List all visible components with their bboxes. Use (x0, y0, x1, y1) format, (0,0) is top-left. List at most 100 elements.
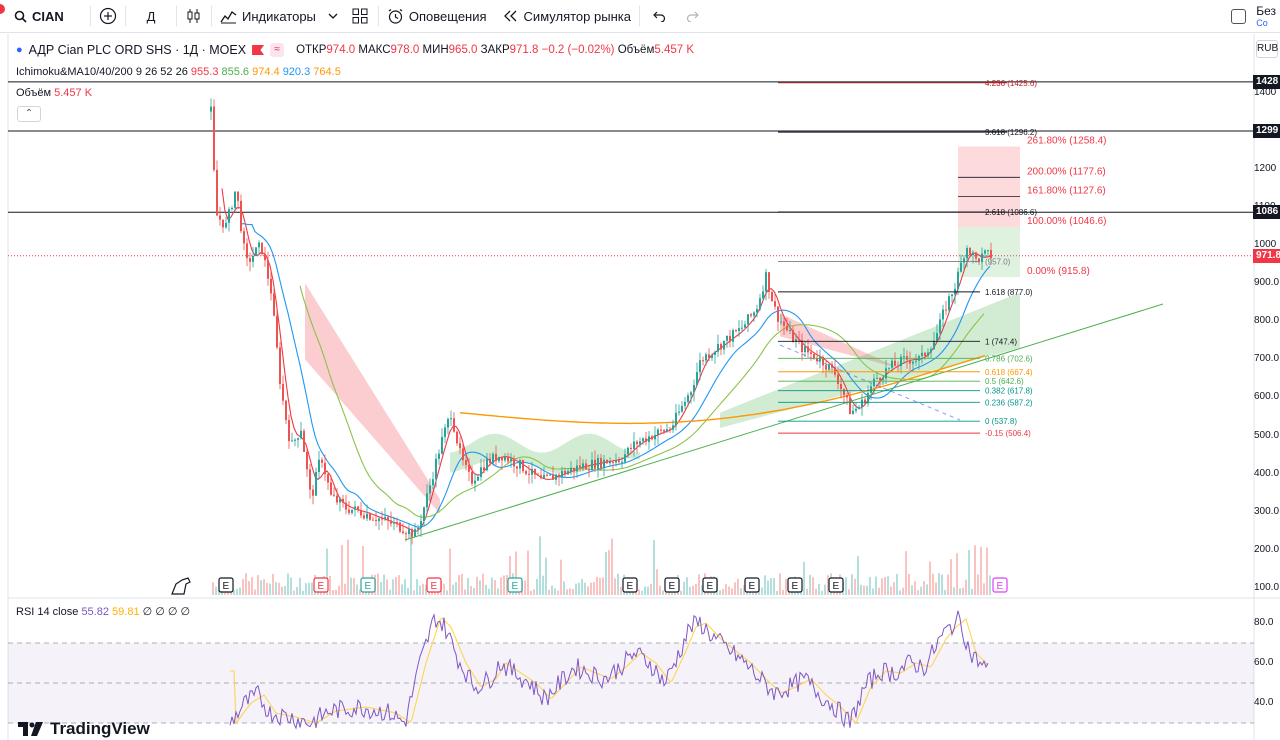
candle-body (351, 509, 353, 513)
candle-body (408, 529, 410, 535)
volume-bar (887, 576, 889, 595)
volume-bar (593, 582, 595, 595)
volume-bar (944, 589, 946, 595)
volume-bar (218, 589, 220, 595)
low-value: 965.0 (448, 44, 478, 56)
candle-body (321, 459, 323, 463)
open-label: ОТКР (296, 44, 327, 56)
volume-bar (962, 587, 964, 595)
price-tag[interactable]: 1299 (1253, 124, 1280, 139)
price-axis-label: 700.0 (1254, 353, 1279, 365)
unnamed-checkbox[interactable] (1231, 9, 1247, 24)
layout-name-label: Без (1256, 3, 1276, 18)
candle-body (429, 485, 431, 494)
interval-button[interactable]: Д (126, 0, 176, 32)
candle-body (435, 458, 437, 480)
volume-bar (971, 588, 973, 595)
volume-bar (239, 587, 241, 595)
volume-bar (425, 584, 427, 595)
candle-body (384, 517, 386, 519)
volume-bar (959, 588, 961, 595)
replay-button[interactable]: Симулятор рынка (495, 0, 639, 32)
candle-body (576, 465, 578, 472)
candle-body (753, 312, 755, 316)
price-tag[interactable]: 971.8 (1253, 248, 1280, 263)
volume-bar (416, 579, 418, 595)
candle-body (504, 456, 506, 461)
ichimoku-legend[interactable]: Ichimoku&MA10/40/200 9 26 52 26 955.3 85… (16, 66, 341, 78)
candle-body (339, 498, 341, 503)
price-tag[interactable]: 1086 (1253, 205, 1280, 220)
indicators-button[interactable]: Индикаторы (212, 0, 324, 32)
volume-bar (455, 582, 457, 595)
alerts-label: Оповещения (408, 8, 487, 24)
rsi-legend[interactable]: RSI 14 close 55.82 59.81 ∅ ∅ ∅ ∅ (16, 605, 190, 618)
symbol-search-button[interactable]: CIAN (0, 0, 90, 32)
rsi-axis-label: 60.0 (1254, 657, 1274, 668)
candle-body (639, 441, 641, 445)
indicators-icon (220, 9, 237, 24)
candle-body (330, 482, 332, 495)
currency-button[interactable]: RUB (1256, 40, 1278, 58)
earnings-marker-label: E (318, 581, 325, 592)
chart-type-button[interactable] (177, 0, 211, 32)
volume-bar (398, 575, 400, 595)
layout-button[interactable] (342, 0, 378, 32)
compare-button[interactable] (91, 0, 125, 32)
replay-label: Симулятор рынка (523, 8, 631, 24)
candle-body (225, 222, 227, 228)
volume-bar (923, 581, 925, 595)
earnings-marker-label: E (749, 581, 756, 592)
candle-body (798, 339, 800, 341)
candle-body (402, 531, 404, 534)
divider (377, 6, 379, 26)
layout-name[interactable]: Без Со (1256, 5, 1276, 29)
price-tag[interactable]: 1428 (1253, 74, 1280, 89)
candle-body (456, 431, 458, 444)
candle-body (345, 502, 347, 510)
redo-button[interactable] (678, 0, 708, 32)
volume-bar (980, 546, 982, 595)
tradingview-logo[interactable]: TradingView (18, 719, 150, 739)
grid-icon (352, 8, 368, 24)
volume-legend[interactable]: Объём 5.457 K (16, 87, 92, 99)
volume-bar (911, 585, 913, 595)
candle-body (771, 291, 773, 302)
candle-body (789, 329, 791, 331)
alerts-button[interactable]: Оповещения (379, 0, 495, 32)
candle-body (519, 460, 521, 469)
flag-icon[interactable] (252, 45, 265, 55)
volume-bar (392, 579, 394, 595)
rewind-icon (503, 10, 519, 22)
candle-body (921, 352, 923, 357)
indicator-status-icon[interactable]: ≈ (270, 43, 285, 57)
volume-bar (590, 582, 592, 595)
volume-bar (332, 590, 334, 595)
symbol-title[interactable]: АДР Cian PLC ORD SHS · 1Д · MOEX (28, 43, 247, 57)
fib-retracement-level-label: 0.5 (642.6) (985, 377, 1024, 386)
volume-bar (686, 577, 688, 595)
earnings-marker-label: E (997, 581, 1004, 592)
candle-body (828, 364, 830, 370)
volume-bar (920, 586, 922, 595)
price-axis-label: 300.0 (1254, 505, 1279, 517)
volume-bar (263, 579, 265, 595)
volume-bar (380, 582, 382, 595)
collapse-legend-button[interactable]: ⌃ (17, 106, 41, 122)
candle-body (666, 429, 668, 432)
volume-bar (389, 589, 391, 595)
candle-body (378, 518, 380, 522)
candle-body (561, 470, 563, 478)
fib-retracement-level-label: 0.236 (587.2) (985, 398, 1033, 407)
candle-body (870, 386, 872, 393)
volume-bar (614, 578, 616, 595)
candle-body (876, 377, 878, 379)
volume-legend-label: Объём (16, 87, 52, 99)
candle-body (579, 465, 581, 469)
undo-button[interactable] (640, 0, 678, 32)
indicator-templates-button[interactable] (324, 0, 342, 32)
candle-body (957, 271, 959, 289)
volume-bar (731, 588, 733, 595)
volume-bar (728, 586, 730, 595)
